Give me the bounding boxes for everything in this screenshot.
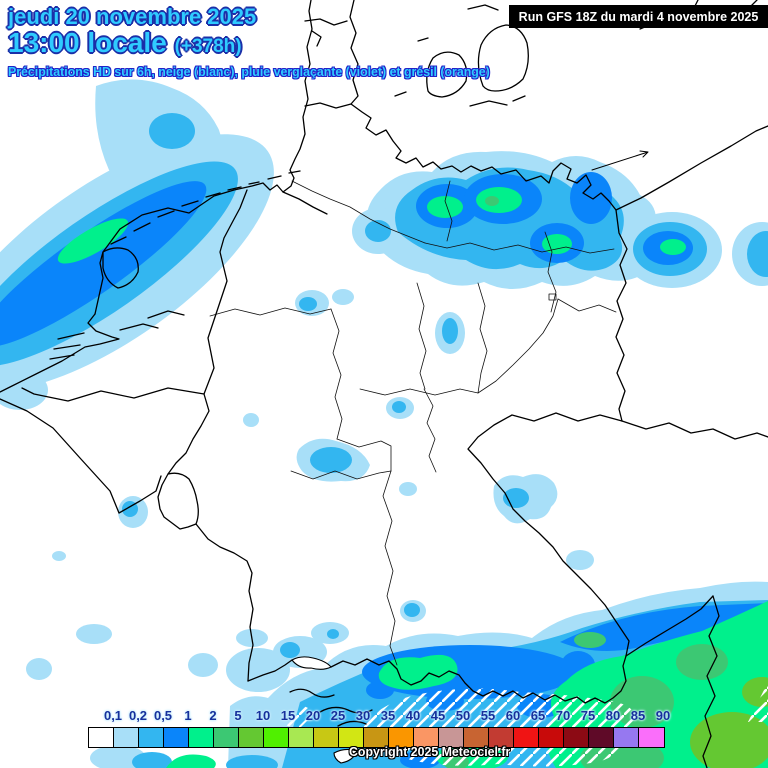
- legend-cell: [539, 728, 564, 747]
- legend-cell: [89, 728, 114, 747]
- legend-cell: [439, 728, 464, 747]
- legend-cell: [289, 728, 314, 747]
- precip-layer-bright: [0, 172, 768, 768]
- legend-label: 55: [480, 708, 496, 723]
- legend-label: 5: [234, 708, 242, 723]
- lake-geneva: [333, 748, 358, 764]
- legend-label: 15: [280, 708, 296, 723]
- legend-cell: [339, 728, 364, 747]
- forecast-time: 13:00 locale (+378h): [8, 27, 242, 59]
- legend-cell: [414, 728, 439, 747]
- legend-cell: [139, 728, 164, 747]
- copyright-label: Copyright 2025 Meteociel.fr: [349, 744, 511, 759]
- legend-labels: 0,1 0,2 0,5 1 2 5 10 15 20 25 30 35 40 45 50 55 60 65 70 75…: [0, 708, 768, 726]
- lakes: [291, 656, 358, 764]
- legend-cell: [639, 728, 664, 747]
- legend-label: 65: [530, 708, 546, 723]
- forecast-hour-offset: (+378h): [174, 36, 242, 57]
- run-info-box: Run GFS 18Z du mardi 4 novembre 2025: [509, 5, 768, 28]
- legend-label: 70: [555, 708, 571, 723]
- legend-label: 85: [630, 708, 646, 723]
- legend-cell: [189, 728, 214, 747]
- legend-cell: [514, 728, 539, 747]
- legend-label: 45: [430, 708, 446, 723]
- legend-label: 35: [380, 708, 396, 723]
- legend-label: 40: [405, 708, 421, 723]
- legend-label: 60: [505, 708, 521, 723]
- legend-cell: [114, 728, 139, 747]
- legend-cell: [164, 728, 189, 747]
- legend-label: 1: [184, 708, 192, 723]
- legend-label: 75: [580, 708, 596, 723]
- map-subtitle: Précipitations HD sur 6h, neige (blanc),…: [8, 64, 490, 79]
- legend-label: 30: [355, 708, 371, 723]
- forecast-date: jeudi 20 novembre 2025: [8, 4, 257, 29]
- legend-label: 50: [455, 708, 471, 723]
- legend-label: 20: [305, 708, 321, 723]
- legend-cell: [214, 728, 239, 747]
- legend-label: 0,1: [103, 708, 123, 723]
- legend-label: 2: [209, 708, 217, 723]
- legend-cell: [589, 728, 614, 747]
- legend-label: 0,5: [153, 708, 173, 723]
- legend-cell: [364, 728, 389, 747]
- legend-cell: [264, 728, 289, 747]
- legend-cell: [614, 728, 639, 747]
- state-borders: [209, 180, 617, 666]
- legend-cell: [489, 728, 514, 747]
- legend-cell: [564, 728, 589, 747]
- legend-label: 10: [255, 708, 271, 723]
- legend-bar: [88, 727, 665, 748]
- forecast-time-text: 13:00 locale: [8, 27, 167, 58]
- legend-cell: [239, 728, 264, 747]
- legend-label: 25: [330, 708, 346, 723]
- legend-label: 90: [655, 708, 671, 723]
- legend-label: 0,2: [128, 708, 148, 723]
- legend-cell: [314, 728, 339, 747]
- legend-cell: [464, 728, 489, 747]
- lake-constance: [291, 656, 332, 670]
- legend-label: 80: [605, 708, 621, 723]
- legend-cell: [389, 728, 414, 747]
